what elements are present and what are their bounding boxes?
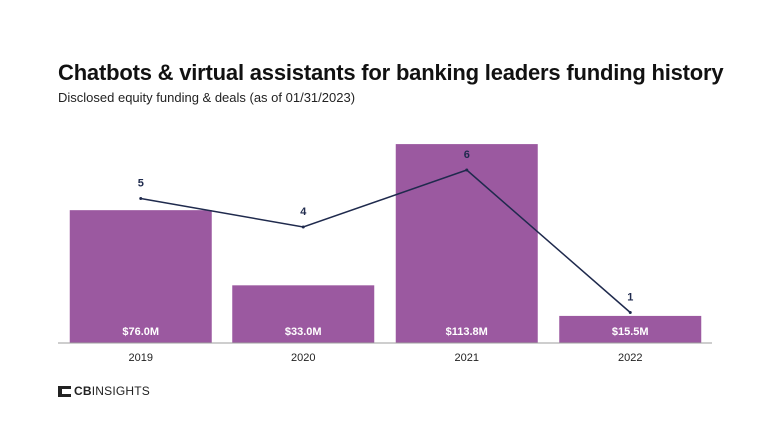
x-tick-2022: 2022 [618,352,642,364]
bar-label-2020: $33.0M [285,326,322,338]
cbinsights-logo-icon [58,385,71,397]
bar-2022 [559,315,702,343]
deals-line [140,169,631,314]
deal-point-2022 [628,311,632,314]
bar-2020 [232,285,375,343]
bar-label-2022: $15.5M [612,326,649,338]
x-tick-2020: 2020 [291,352,315,364]
chart-subtitle: Disclosed equity funding & deals (as of … [58,90,356,105]
deal-label-2021: 6 [464,149,470,161]
deal-point-2020 [301,225,305,229]
x-tick-2021: 2021 [455,352,479,364]
deal-label-2022: 1 [627,292,633,304]
bar-2021 [395,144,538,343]
bar-label-2021: $113.8M [446,326,488,338]
deal-point-2019 [139,197,143,200]
deal-label-2020: 4 [300,206,307,218]
deal-label-2019: 5 [138,178,144,190]
bar-label-2019: $76.0M [122,326,159,338]
logo-text-strong: CB [74,384,92,398]
chart-title: Chatbots & virtual assistants for bankin… [58,60,724,85]
logo-text-rest: INSIGHTS [91,384,151,398]
deal-point-2021 [465,168,469,172]
x-tick-2019: 2019 [129,352,153,364]
cbinsights-logo: CBINSIGHTS [58,384,150,398]
bar-2019 [69,210,212,343]
